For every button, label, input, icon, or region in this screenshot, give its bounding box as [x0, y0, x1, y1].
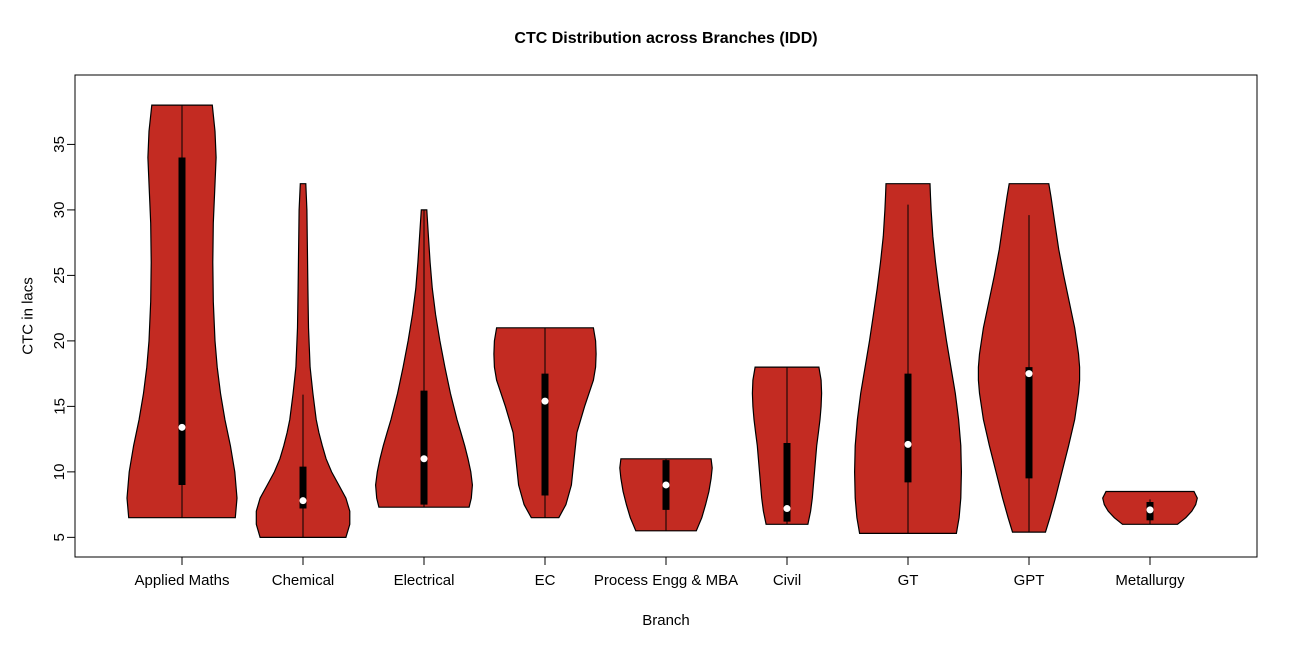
median-dot: [1146, 506, 1154, 514]
x-axis-label: Branch: [642, 612, 690, 629]
x-tick-label: Chemical: [272, 572, 335, 589]
x-tick-label: GPT: [1014, 572, 1045, 589]
x-tick-label: EC: [535, 572, 556, 589]
y-tick-label: 30: [51, 202, 68, 219]
median-dot: [662, 481, 670, 489]
y-tick-label: 5: [51, 533, 68, 541]
x-tick-label: Applied Maths: [134, 572, 229, 589]
y-tick-label: 10: [51, 464, 68, 481]
median-dot: [904, 440, 912, 448]
x-tick-label: GT: [898, 572, 919, 589]
y-tick-label: 35: [51, 136, 68, 153]
chart-title: CTC Distribution across Branches (IDD): [514, 30, 818, 47]
x-tick-label: Civil: [773, 572, 801, 589]
median-dot: [783, 505, 791, 513]
median-dot: [178, 423, 186, 431]
median-dot: [420, 455, 428, 463]
median-dot: [1025, 370, 1033, 378]
y-tick-label: 15: [51, 398, 68, 415]
x-tick-label: Process Engg & MBA: [594, 572, 738, 589]
median-dot: [299, 497, 307, 505]
y-tick-label: 20: [51, 333, 68, 350]
violin-shape: [255, 183, 351, 538]
x-tick-label: Metallurgy: [1115, 572, 1185, 589]
x-tick-label: Electrical: [394, 572, 455, 589]
y-tick-label: 25: [51, 267, 68, 284]
median-dot: [541, 397, 549, 405]
